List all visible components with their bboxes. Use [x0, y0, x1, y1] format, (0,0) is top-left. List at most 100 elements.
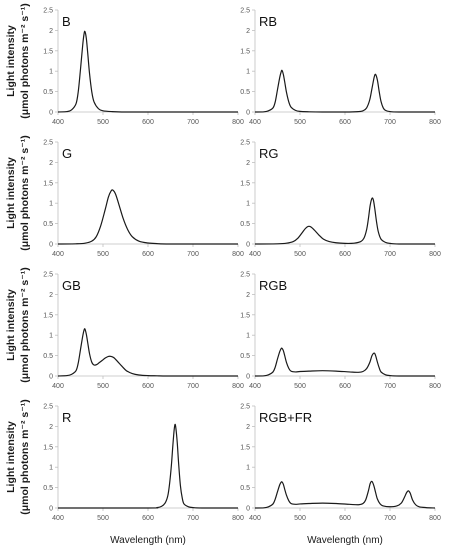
- y-tick-label: 0: [246, 506, 250, 513]
- spectrum-line: [57, 30, 238, 113]
- y-tick-label: 2.5: [240, 404, 250, 411]
- spectrum-line: [254, 480, 436, 509]
- y-tick-label: 2: [49, 28, 53, 35]
- panels-layer: 0 0.5 1 1.5 2 2.5 400 500 600 700 800 B 0 0.5 1 1.5 2 2.5…: [43, 8, 441, 523]
- y-axis-label-line1: Light intensity: [5, 421, 17, 493]
- y-tick-label: 0: [246, 242, 250, 249]
- y-tick-label: 0: [246, 110, 250, 117]
- panel-b: 0 0.5 1 1.5 2 2.5 400 500 600 700 800 B: [43, 8, 244, 127]
- y-axis-label-line2: (μmol photons m⁻² s⁻¹): [19, 3, 31, 119]
- x-tick-label: 800: [429, 251, 441, 258]
- y-tick-label: 2.5: [43, 140, 53, 147]
- x-tick-label: 800: [232, 383, 244, 390]
- x-tick-label: 500: [294, 383, 306, 390]
- y-tick-label: 1: [246, 201, 250, 208]
- y-tick-label: 1: [49, 465, 53, 472]
- x-tick-label: 600: [142, 251, 154, 258]
- y-tick-label: 1.5: [43, 312, 53, 319]
- x-tick-label: 800: [429, 515, 441, 522]
- panel-label: RGB+FR: [259, 410, 312, 425]
- y-tick-label: 1: [49, 333, 53, 340]
- x-tick-label: 800: [429, 383, 441, 390]
- x-tick-label: 600: [142, 383, 154, 390]
- y-tick-label: 0: [49, 506, 53, 513]
- y-tick-label: 2.5: [240, 272, 250, 279]
- y-tick-label: 1.5: [43, 180, 53, 187]
- y-tick-label: 1: [246, 465, 250, 472]
- x-tick-label: 400: [249, 383, 261, 390]
- x-tick-label: 700: [384, 515, 396, 522]
- x-tick-label: 800: [232, 251, 244, 258]
- y-axis-label-line2: (μmol photons m⁻² s⁻¹): [19, 399, 31, 515]
- x-tick-label: 400: [52, 251, 64, 258]
- spectrum-line: [254, 347, 435, 377]
- panel-rgb-fr: 0 0.5 1 1.5 2 2.5 400 500 600 700 800 RGB+FR: [240, 404, 441, 523]
- x-tick-label: 500: [294, 251, 306, 258]
- y-tick-label: 2.5: [43, 8, 53, 15]
- x-tick-label: 600: [339, 119, 351, 126]
- panel-rg: 0 0.5 1 1.5 2 2.5 400 500 600 700 800 RG: [240, 140, 441, 259]
- y-labels-layer: Light intensity (μmol photons m⁻² s⁻¹)Lig…: [5, 3, 31, 515]
- x-tick-label: 400: [249, 251, 261, 258]
- x-labels-layer: Wavelength (nm) Wavelength (nm): [110, 535, 383, 546]
- panel-g: 0 0.5 1 1.5 2 2.5 400 500 600 700 800 G: [43, 140, 244, 259]
- panel-label: RB: [259, 14, 277, 29]
- x-tick-label: 400: [52, 515, 64, 522]
- x-tick-label: 400: [52, 383, 64, 390]
- y-tick-label: 1.5: [43, 48, 53, 55]
- y-tick-label: 2: [246, 292, 250, 299]
- panel-label: G: [62, 146, 72, 161]
- y-axis-label-line2: (μmol photons m⁻² s⁻¹): [19, 135, 31, 251]
- x-tick-label: 800: [232, 515, 244, 522]
- y-tick-label: 1: [246, 333, 250, 340]
- y-tick-label: 0.5: [43, 353, 53, 360]
- y-tick-label: 1.5: [240, 312, 250, 319]
- spectrum-line: [254, 69, 435, 113]
- x-tick-label: 600: [142, 119, 154, 126]
- y-tick-label: 1: [246, 69, 250, 76]
- spectrum-line: [57, 189, 238, 245]
- x-tick-label: 600: [142, 515, 154, 522]
- x-tick-label: 600: [339, 383, 351, 390]
- panel-label: RG: [259, 146, 279, 161]
- x-axis-label: Wavelength (nm): [307, 535, 383, 546]
- x-tick-label: 500: [97, 251, 109, 258]
- y-tick-label: 0.5: [240, 221, 250, 228]
- x-tick-label: 400: [249, 515, 261, 522]
- x-tick-label: 800: [232, 119, 244, 126]
- x-tick-label: 600: [339, 515, 351, 522]
- y-tick-label: 0: [49, 110, 53, 117]
- y-tick-label: 2: [246, 28, 250, 35]
- spectrum-line: [57, 328, 238, 377]
- y-tick-label: 0.5: [240, 485, 250, 492]
- y-tick-label: 1.5: [43, 444, 53, 451]
- y-tick-label: 2: [246, 160, 250, 167]
- x-tick-label: 700: [384, 251, 396, 258]
- y-tick-label: 0.5: [240, 89, 250, 96]
- x-tick-label: 500: [294, 119, 306, 126]
- x-tick-label: 800: [429, 119, 441, 126]
- y-tick-label: 2: [49, 292, 53, 299]
- x-tick-label: 500: [97, 515, 109, 522]
- panel-label: RGB: [259, 278, 287, 293]
- x-tick-label: 500: [294, 515, 306, 522]
- y-tick-label: 2.5: [43, 404, 53, 411]
- panel-label: B: [62, 14, 71, 29]
- y-tick-label: 2.5: [43, 272, 53, 279]
- y-tick-label: 1.5: [240, 444, 250, 451]
- y-axis-label-line2: (μmol photons m⁻² s⁻¹): [19, 267, 31, 383]
- x-tick-label: 700: [187, 119, 199, 126]
- x-tick-label: 400: [52, 119, 64, 126]
- y-axis-label-line1: Light intensity: [5, 289, 17, 361]
- panel-label: R: [62, 410, 71, 425]
- y-axis-label-line1: Light intensity: [5, 25, 17, 97]
- x-tick-label: 700: [187, 383, 199, 390]
- x-tick-label: 700: [187, 251, 199, 258]
- panel-label: GB: [62, 278, 81, 293]
- x-tick-label: 700: [187, 515, 199, 522]
- y-tick-label: 2.5: [240, 140, 250, 147]
- x-tick-label: 500: [97, 119, 109, 126]
- x-axis-label: Wavelength (nm): [110, 535, 186, 546]
- y-axis-label-line1: Light intensity: [5, 157, 17, 229]
